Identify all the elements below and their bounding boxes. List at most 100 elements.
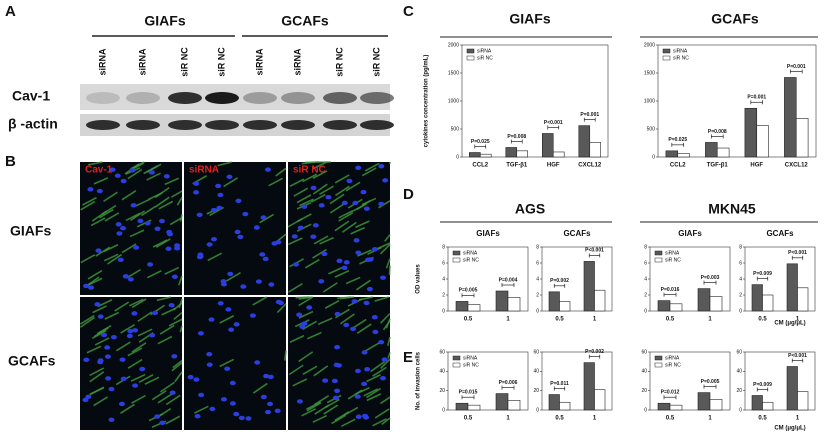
y-tick-label: 1000 xyxy=(644,98,655,104)
nucleus xyxy=(110,335,117,340)
fibre xyxy=(387,352,391,359)
bar xyxy=(657,300,671,312)
fibre xyxy=(93,177,109,185)
fibre xyxy=(334,174,350,184)
fibre xyxy=(174,371,183,383)
y-tick-label: 20 xyxy=(641,388,647,394)
nucleus xyxy=(371,314,378,320)
x-tick-label: 1 xyxy=(796,317,800,323)
x-tick-label: 0.5 xyxy=(464,416,473,422)
nucleus xyxy=(267,401,274,407)
fibre xyxy=(380,358,391,369)
nucleus xyxy=(366,286,373,292)
fibre xyxy=(310,193,326,203)
fibre xyxy=(165,394,181,406)
y-axis-label: cytokines concentration (pg/mL) xyxy=(424,55,430,148)
y-tick-label: 6 xyxy=(536,260,539,266)
p-value: P=0.001 xyxy=(580,112,599,118)
y-tick-label: 2000 xyxy=(448,42,459,48)
legend-swatch xyxy=(654,250,663,256)
x-tick-label: TGF-β1 xyxy=(707,163,729,169)
nucleus xyxy=(253,225,260,230)
y-tick-label: 8 xyxy=(739,244,742,250)
p-value: P=0.004 xyxy=(499,277,518,283)
nucleus xyxy=(361,350,368,355)
bar xyxy=(468,152,481,158)
nucleus xyxy=(154,414,161,419)
legend-swatch xyxy=(662,55,671,61)
x-tick-label: TGF-β1 xyxy=(506,163,528,169)
x-tick-label: CCL2 xyxy=(472,163,488,169)
y-tick-label: 0 xyxy=(739,308,742,314)
nucleus xyxy=(367,257,374,262)
nucleus xyxy=(297,225,304,231)
nucleus xyxy=(152,310,159,316)
fibre xyxy=(301,161,316,165)
fibre xyxy=(129,229,145,238)
nucleus xyxy=(301,321,308,326)
legend-swatch xyxy=(452,362,461,368)
p-value: P<0.001 xyxy=(585,248,604,254)
nucleus xyxy=(109,167,116,172)
fibre xyxy=(372,418,387,427)
x-tick-label: HGF xyxy=(547,163,560,169)
nucleus xyxy=(187,374,194,380)
fibre xyxy=(276,303,287,314)
fibre xyxy=(87,277,103,286)
y-tick-label: 6 xyxy=(739,260,742,266)
fibre xyxy=(306,401,321,410)
band xyxy=(126,120,160,130)
fibre xyxy=(366,393,382,402)
y-tick-label: 500 xyxy=(451,126,460,132)
fibre xyxy=(91,329,107,340)
x-tick-label: 1 xyxy=(708,416,712,422)
band xyxy=(243,120,277,130)
column-label: siR NC xyxy=(293,165,326,176)
fibre xyxy=(104,311,120,320)
nucleus xyxy=(310,185,317,191)
fibre xyxy=(114,301,130,312)
panel-label: D xyxy=(403,186,414,203)
bar xyxy=(552,151,565,158)
bar xyxy=(507,297,521,312)
y-tick-label: 8 xyxy=(644,244,647,250)
legend-swatch xyxy=(452,250,461,256)
nucleus xyxy=(83,357,90,362)
p-value: P=0.009 xyxy=(753,271,772,277)
nucleus xyxy=(194,413,201,419)
fibre xyxy=(80,254,96,264)
nucleus xyxy=(355,250,362,255)
row-label: GCAFs xyxy=(8,353,56,369)
fibre xyxy=(293,187,309,197)
fibre xyxy=(93,396,109,407)
fibre xyxy=(120,323,136,334)
y-tick-label: 60 xyxy=(533,349,539,355)
fibre xyxy=(312,161,328,170)
legend-label: siR NC xyxy=(477,55,493,61)
fibre xyxy=(252,382,268,394)
fibre xyxy=(355,220,370,229)
plot-frame xyxy=(447,351,529,411)
bar xyxy=(797,391,809,411)
fibre xyxy=(296,194,312,204)
bar xyxy=(559,401,571,411)
nucleus xyxy=(215,183,222,189)
fibre xyxy=(306,402,322,412)
nucleus xyxy=(332,395,339,401)
row-label: Cav-1 xyxy=(12,88,50,104)
fibre xyxy=(137,311,153,323)
y-tick-label: 0 xyxy=(442,407,445,413)
nucleus xyxy=(361,381,368,387)
nucleus xyxy=(237,234,244,240)
nucleus xyxy=(259,252,266,257)
y-tick-label: 20 xyxy=(439,388,445,394)
p-value: P=0.005 xyxy=(701,379,720,385)
nucleus xyxy=(235,198,242,204)
nucleus xyxy=(331,378,338,384)
fibre xyxy=(356,323,372,334)
fibre xyxy=(98,208,114,219)
band xyxy=(281,92,315,104)
fibre xyxy=(178,275,183,286)
fibre xyxy=(338,210,353,219)
nucleus xyxy=(88,285,95,290)
